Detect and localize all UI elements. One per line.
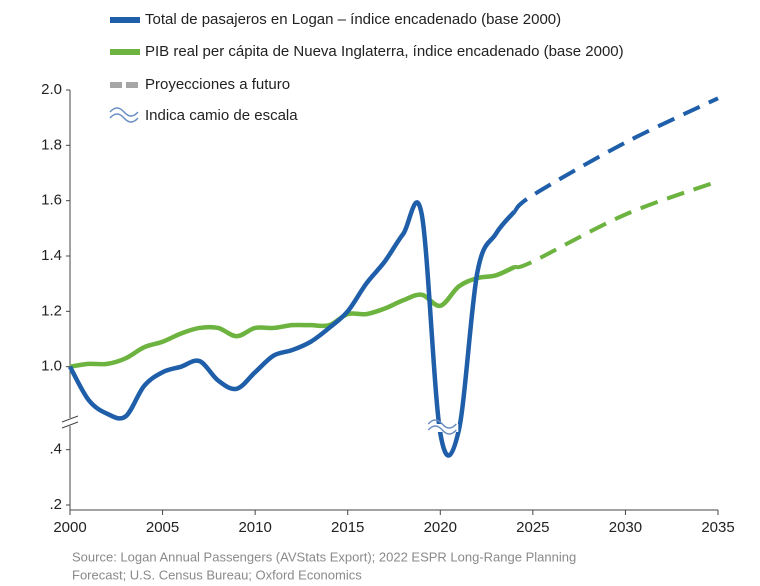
line-break (427, 425, 457, 435)
y-tick-label: 1.4 (41, 247, 62, 264)
projection-line (513, 179, 719, 270)
projection-line (512, 96, 719, 214)
x-tick-label: 2035 (701, 519, 734, 536)
x-tick-label: 2000 (53, 519, 86, 536)
legend-swatch (109, 107, 139, 117)
y-tick-label: 1.2 (41, 302, 62, 319)
legend-label: Indica camio de escala (145, 107, 298, 124)
y-tick-label: 1.0 (41, 358, 62, 375)
series-line (68, 200, 517, 458)
series-line (69, 265, 516, 369)
source-note: Source: Logan Annual Passengers (AVStats… (72, 549, 576, 564)
x-tick-label: 2010 (238, 519, 271, 536)
y-tick-label: 1.6 (41, 192, 62, 209)
y-tick-label: 2.0 (41, 81, 62, 98)
y-tick-label: .4 (49, 441, 62, 458)
legend-swatch (109, 113, 139, 123)
line-break (427, 419, 457, 429)
x-tick-label: 2025 (516, 519, 549, 536)
x-tick-label: 2020 (424, 519, 457, 536)
legend-label: PIB real per cápita de Nueva Inglaterra,… (145, 43, 624, 60)
x-tick-label: 2005 (146, 519, 179, 536)
y-tick-label: .2 (49, 496, 62, 513)
line-break-gap (426, 424, 459, 432)
legend-label: Total de pasajeros en Logan – índice enc… (145, 11, 561, 28)
x-tick-label: 2030 (609, 519, 642, 536)
x-tick-label: 2015 (331, 519, 364, 536)
axis-break-gap (62, 418, 78, 426)
axis-break (61, 421, 79, 429)
axis-break (61, 415, 79, 423)
y-tick-label: 1.8 (41, 136, 62, 153)
source-note: Forecast; U.S. Census Bureau; Oxford Eco… (72, 567, 362, 582)
legend-label: Proyecciones a futuro (145, 76, 290, 93)
